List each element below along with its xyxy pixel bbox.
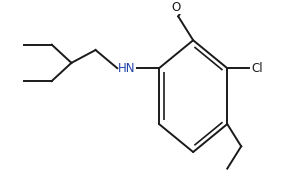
Text: Cl: Cl [251,62,263,75]
Text: O: O [172,1,181,14]
Text: HN: HN [118,62,135,75]
